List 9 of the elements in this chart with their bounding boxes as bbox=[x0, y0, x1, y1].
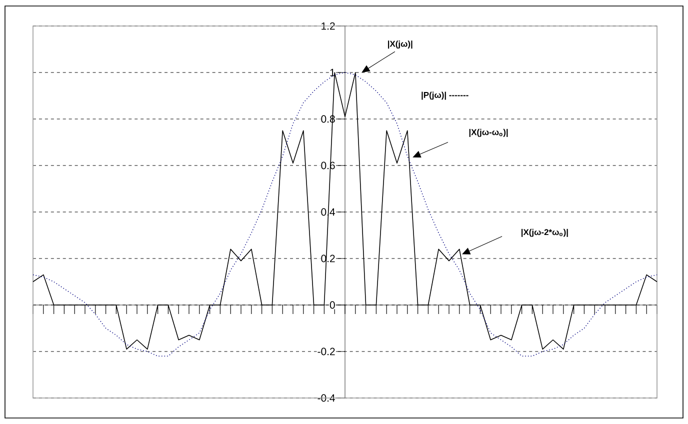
y-tick-label: -0.2 bbox=[318, 348, 335, 356]
annotation: |P(jω)| ------- bbox=[422, 92, 468, 100]
annotation: |X(jω-2*ω$_{o}$)| bbox=[522, 228, 568, 237]
y-tick-label: -0.4 bbox=[318, 394, 335, 402]
y-tick-label: 1.2 bbox=[322, 22, 335, 30]
annotation: |X(jω-ω$_{o}$)| bbox=[469, 128, 508, 137]
annotation: |X(jω)| bbox=[388, 40, 412, 49]
y-tick-label: 1 bbox=[330, 68, 335, 76]
y-tick-label: 0 bbox=[330, 301, 335, 309]
